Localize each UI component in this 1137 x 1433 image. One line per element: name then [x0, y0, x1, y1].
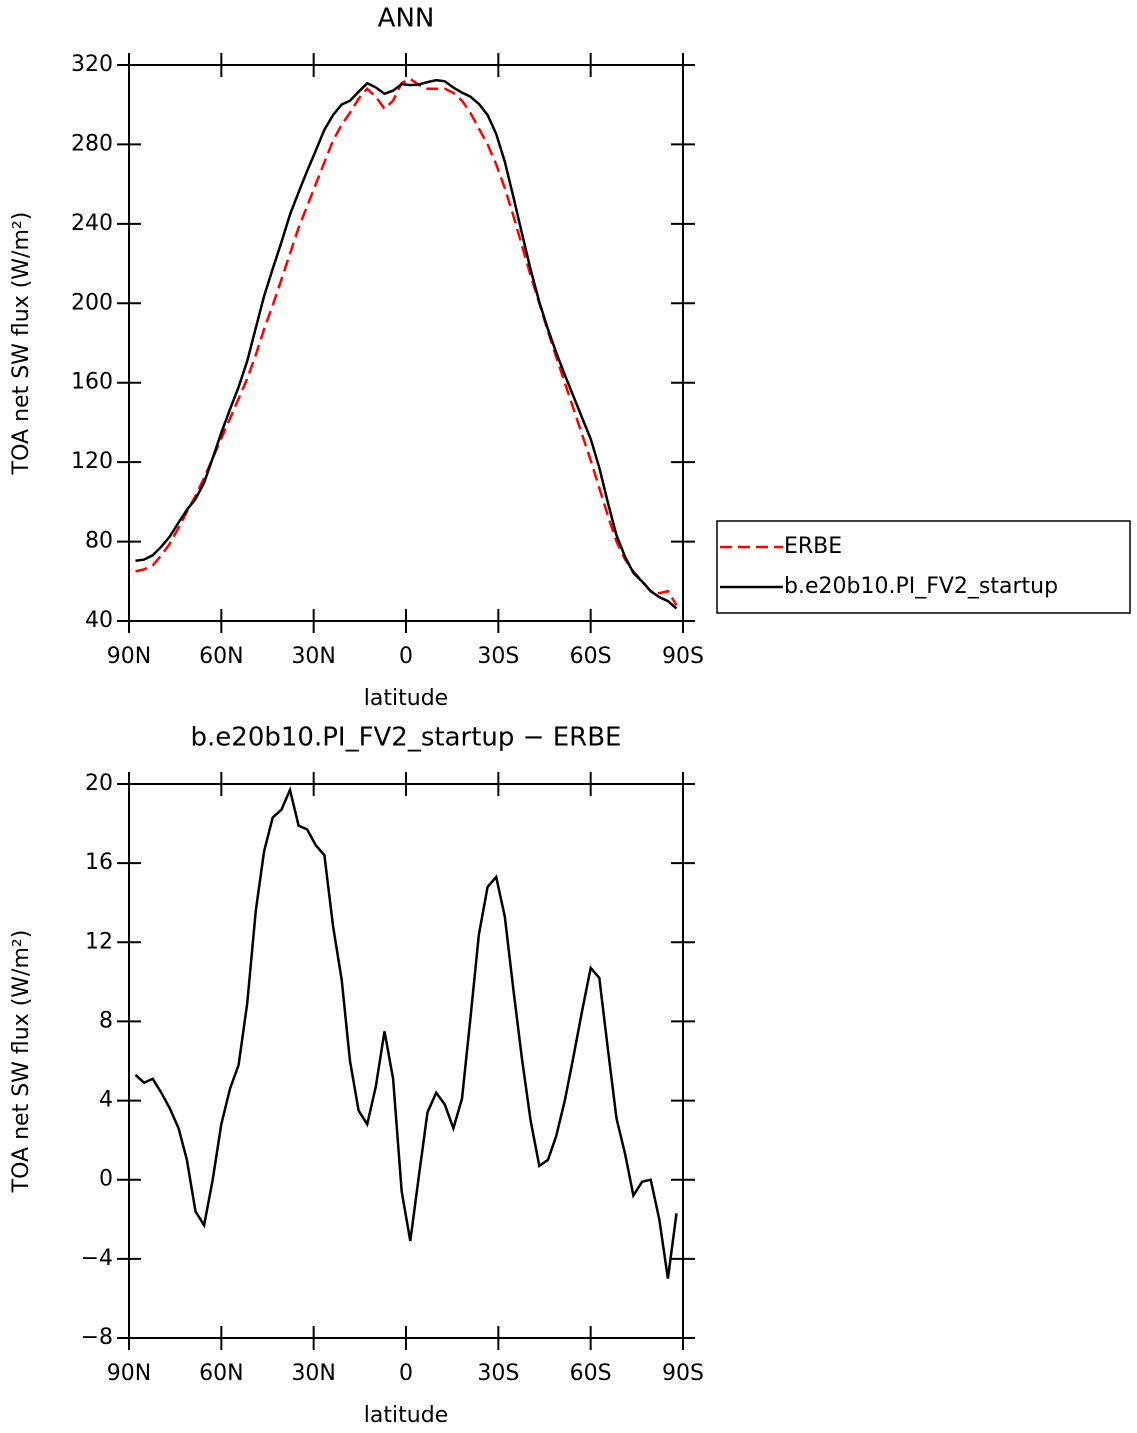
- legend-box: [716, 520, 1131, 614]
- y-tick-label: 12: [85, 929, 113, 954]
- x-tick-label: 60N: [199, 644, 243, 669]
- y-tick-label: 200: [71, 290, 113, 315]
- x-tick-label: 90S: [662, 644, 704, 669]
- x-tick-label: 30S: [477, 644, 519, 669]
- y-tick-label: −8: [81, 1325, 113, 1350]
- chart-title: b.e20b10.PI_FV2_startup − ERBE: [191, 723, 622, 753]
- y-tick-label: 20: [85, 771, 113, 796]
- x-axis-label: latitude: [364, 1403, 448, 1428]
- y-tick-label: 0: [99, 1167, 113, 1192]
- x-tick-label: 30N: [291, 1361, 335, 1386]
- y-tick-label: −4: [81, 1246, 113, 1271]
- x-tick-label: 90N: [107, 644, 151, 669]
- x-tick-label: 30S: [477, 1361, 519, 1386]
- plot-frame: [128, 783, 684, 1339]
- y-tick-label: 4: [99, 1088, 113, 1113]
- y-axis-label: TOA net SW flux (W/m²): [9, 212, 34, 476]
- x-tick-label: 0: [399, 644, 413, 669]
- y-tick-label: 280: [71, 131, 113, 156]
- y-tick-label: 80: [85, 529, 113, 554]
- data-line: [135, 77, 678, 606]
- x-tick-label: 60N: [199, 1361, 243, 1386]
- plot-frame: [128, 64, 684, 622]
- y-tick-label: 320: [71, 52, 113, 77]
- x-tick-label: 30N: [291, 644, 335, 669]
- x-tick-label: 60S: [570, 644, 612, 669]
- y-axis-label: TOA net SW flux (W/m²): [9, 930, 34, 1194]
- y-tick-label: 160: [71, 370, 113, 395]
- y-tick-label: 240: [71, 211, 113, 236]
- data-line: [134, 785, 678, 1279]
- x-tick-label: 0: [399, 1361, 413, 1386]
- data-line: [135, 78, 678, 610]
- y-tick-label: 16: [85, 850, 113, 875]
- x-tick-label: 90N: [107, 1361, 151, 1386]
- y-tick-label: 8: [99, 1008, 113, 1033]
- y-tick-label: 40: [85, 608, 113, 633]
- chart-title: ANN: [378, 4, 435, 34]
- x-tick-label: 90S: [662, 1361, 704, 1386]
- legend-label: ERBE: [784, 534, 842, 559]
- y-tick-label: 120: [71, 449, 113, 474]
- legend-label: b.e20b10.PI_FV2_startup: [784, 574, 1058, 599]
- x-tick-label: 60S: [570, 1361, 612, 1386]
- x-axis-label: latitude: [364, 686, 448, 711]
